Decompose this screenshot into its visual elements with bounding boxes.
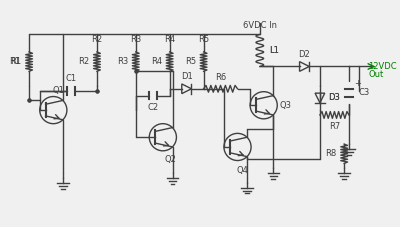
Text: +: + xyxy=(354,79,361,88)
Text: R4: R4 xyxy=(151,57,162,66)
Text: L1: L1 xyxy=(270,46,279,55)
Text: R6: R6 xyxy=(215,73,226,82)
Text: C2: C2 xyxy=(148,103,159,112)
Text: R2: R2 xyxy=(78,57,89,66)
Text: R5: R5 xyxy=(185,57,196,66)
Text: C1: C1 xyxy=(65,74,76,83)
Text: R5: R5 xyxy=(198,35,209,44)
Text: D3: D3 xyxy=(328,94,340,102)
Text: Q3: Q3 xyxy=(279,101,291,110)
Text: D2: D2 xyxy=(298,50,310,59)
Text: R7: R7 xyxy=(329,122,340,131)
Text: Q1: Q1 xyxy=(52,86,64,95)
Text: 12VDC: 12VDC xyxy=(368,62,397,71)
Text: R2: R2 xyxy=(91,35,102,44)
Text: D3: D3 xyxy=(328,93,340,102)
Text: L1: L1 xyxy=(270,45,279,54)
Text: R4: R4 xyxy=(164,35,175,44)
Text: 6VDC In: 6VDC In xyxy=(243,21,277,30)
Text: R8: R8 xyxy=(325,149,336,158)
Text: Q4: Q4 xyxy=(236,166,248,175)
Text: R1: R1 xyxy=(9,57,20,66)
Text: R1: R1 xyxy=(10,57,21,66)
Text: C3: C3 xyxy=(359,88,370,97)
Text: R3: R3 xyxy=(130,35,141,44)
Text: Q2: Q2 xyxy=(165,155,176,164)
Text: Out: Out xyxy=(368,70,384,79)
Text: R3: R3 xyxy=(117,57,128,66)
Text: D1: D1 xyxy=(181,72,192,81)
